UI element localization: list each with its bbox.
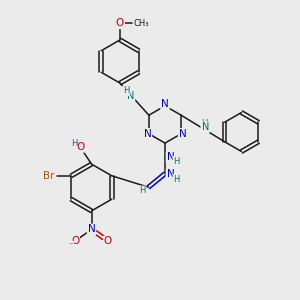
Text: ⁻: ⁻ bbox=[69, 242, 74, 250]
Text: H: H bbox=[173, 157, 180, 166]
Text: N: N bbox=[179, 129, 187, 139]
Text: H: H bbox=[173, 175, 180, 184]
Text: N: N bbox=[127, 91, 134, 100]
Text: N: N bbox=[143, 129, 151, 139]
Text: O: O bbox=[104, 236, 112, 247]
Text: N: N bbox=[167, 169, 174, 179]
Text: N: N bbox=[167, 152, 174, 162]
Text: Br: Br bbox=[43, 171, 55, 181]
Text: H: H bbox=[71, 139, 77, 148]
Text: H: H bbox=[201, 118, 208, 127]
Text: N: N bbox=[88, 224, 95, 235]
Text: O: O bbox=[77, 142, 85, 152]
Text: O: O bbox=[116, 18, 124, 28]
Text: N: N bbox=[161, 99, 169, 110]
Text: O: O bbox=[71, 236, 79, 247]
Text: H: H bbox=[139, 186, 146, 195]
Text: H: H bbox=[123, 86, 129, 95]
Text: CH₃: CH₃ bbox=[133, 19, 149, 28]
Text: N: N bbox=[202, 122, 209, 132]
